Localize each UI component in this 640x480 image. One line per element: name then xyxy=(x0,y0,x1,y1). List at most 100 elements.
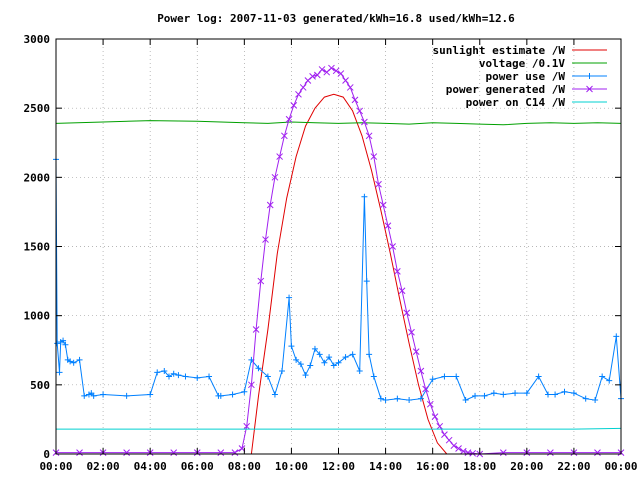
data-point xyxy=(248,381,255,389)
y-tick-label: 500 xyxy=(30,379,50,392)
data-point xyxy=(295,90,302,98)
legend-label: power on C14 /W xyxy=(466,96,566,109)
y-tick-label: 0 xyxy=(43,448,50,461)
data-point xyxy=(552,391,559,398)
data-point xyxy=(318,66,326,73)
y-tick-label: 1000 xyxy=(24,310,51,323)
data-point xyxy=(422,385,429,393)
data-point xyxy=(441,373,448,380)
legend-label: power generated /W xyxy=(446,83,566,96)
data-point xyxy=(309,72,316,80)
data-point xyxy=(356,368,363,374)
x-tick-label: 10:00 xyxy=(275,460,308,473)
data-point xyxy=(523,390,530,397)
data-point xyxy=(264,373,271,380)
data-point xyxy=(241,388,248,395)
x-tick-label: 00:00 xyxy=(39,460,72,473)
data-point xyxy=(293,356,300,363)
data-point xyxy=(217,392,224,399)
data-point xyxy=(417,395,424,402)
data-point xyxy=(290,102,298,109)
data-point xyxy=(412,348,420,355)
series-line xyxy=(56,67,621,455)
series-1 xyxy=(55,120,622,126)
series-0 xyxy=(250,93,448,455)
data-point xyxy=(429,376,436,383)
data-point xyxy=(302,372,309,379)
data-point xyxy=(469,449,477,457)
legend-label: voltage /0.1V xyxy=(479,57,565,70)
data-point xyxy=(330,362,337,369)
data-point xyxy=(279,368,285,374)
data-point xyxy=(592,397,599,404)
data-point xyxy=(613,333,620,340)
data-point xyxy=(382,397,389,404)
data-point xyxy=(398,287,406,295)
legend-label: power use /W xyxy=(486,70,566,83)
data-point xyxy=(472,392,479,399)
data-point xyxy=(175,372,182,379)
data-point xyxy=(285,115,293,123)
data-point xyxy=(76,356,83,363)
data-point xyxy=(307,362,314,369)
data-point xyxy=(375,180,382,188)
x-tick-label: 18:00 xyxy=(463,460,496,473)
data-point xyxy=(90,392,97,399)
data-point xyxy=(266,201,274,209)
data-point xyxy=(342,77,349,84)
x-tick-label: 08:00 xyxy=(228,460,261,473)
data-point xyxy=(335,359,342,366)
data-point xyxy=(311,345,318,352)
data-point xyxy=(255,365,262,372)
data-point xyxy=(394,395,401,402)
legend-label: sunlight estimate /W xyxy=(433,44,566,57)
data-point xyxy=(76,449,83,456)
data-point xyxy=(499,449,507,456)
data-point xyxy=(288,343,295,350)
x-tick-label: 02:00 xyxy=(87,460,120,473)
data-point xyxy=(535,373,542,380)
data-point xyxy=(170,449,178,456)
series-line xyxy=(55,120,622,126)
data-point xyxy=(417,367,425,375)
x-tick-label: 04:00 xyxy=(134,460,167,473)
data-point xyxy=(481,392,488,399)
data-point xyxy=(342,354,349,361)
data-point xyxy=(547,449,554,456)
x-tick-label: 12:00 xyxy=(322,460,355,473)
series-2 xyxy=(53,156,624,404)
series-3 xyxy=(52,64,625,458)
data-point xyxy=(370,153,378,160)
data-point xyxy=(147,391,154,398)
axis-ticks: 0 500 1000 1500 2000 2500 3000 00:00 02:00 04:00 0… xyxy=(24,33,638,473)
data-point xyxy=(455,445,462,452)
data-point xyxy=(70,359,77,366)
x-tick-label: 16:00 xyxy=(416,460,449,473)
data-point xyxy=(377,395,384,402)
data-point xyxy=(436,422,444,430)
data-point xyxy=(252,326,260,333)
chart-title: Power log: 2007-11-03 generated/kWh=16.8… xyxy=(157,12,515,25)
data-point xyxy=(286,294,293,301)
data-point xyxy=(453,373,460,380)
data-point xyxy=(231,449,239,456)
data-point xyxy=(271,173,279,181)
data-point xyxy=(431,413,439,421)
data-point xyxy=(276,153,283,160)
data-point xyxy=(363,278,370,285)
data-point xyxy=(182,373,189,380)
data-point xyxy=(408,328,415,336)
data-point xyxy=(561,388,568,395)
data-point xyxy=(62,341,69,348)
data-point xyxy=(297,361,304,368)
series-line xyxy=(56,427,622,430)
data-point xyxy=(361,193,368,200)
legend-marker xyxy=(586,85,593,93)
data-point xyxy=(370,373,377,380)
data-point xyxy=(123,449,130,456)
data-point xyxy=(299,84,307,91)
data-point xyxy=(271,391,278,398)
data-point xyxy=(346,84,354,91)
data-point xyxy=(166,373,172,380)
